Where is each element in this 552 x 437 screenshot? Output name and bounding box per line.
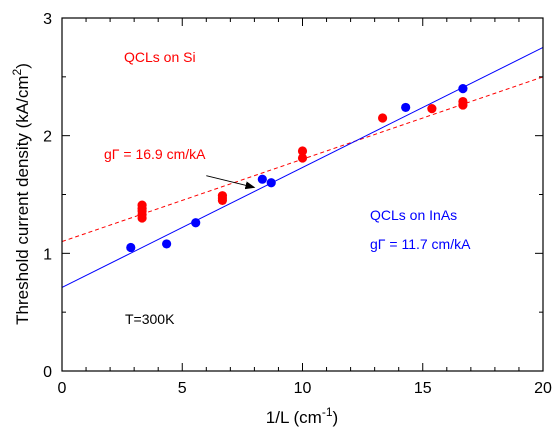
data-point-inas — [162, 239, 172, 249]
fit-label-inas: gΓ = 11.7 cm/kA — [370, 236, 471, 252]
y-axis-label: Threshold current density (kA/cm2) — [10, 63, 32, 325]
x-tick-label: 20 — [534, 380, 552, 397]
fit-label-si: gΓ = 16.9 cm/kA — [104, 146, 206, 162]
y-tick-label: 3 — [43, 11, 52, 28]
x-axis-label: 1/L (cm-1) — [266, 405, 338, 427]
axis-ticks — [61, 17, 544, 372]
x-tick-label: 0 — [58, 380, 67, 397]
data-point-si — [377, 113, 388, 123]
fit-line-inas — [61, 46, 544, 288]
data-point-inas — [266, 178, 276, 188]
data-point-si — [137, 200, 147, 210]
fit-lines — [61, 46, 544, 288]
y-tick-label: 2 — [43, 129, 52, 146]
data-point-si — [427, 104, 437, 114]
y-tick-label: 1 — [43, 246, 52, 263]
data-point-si — [458, 96, 468, 107]
x-tick-label: 10 — [294, 380, 312, 397]
data-point-si — [297, 146, 308, 156]
x-tick-labels: 0 5 10 15 20 — [58, 380, 552, 397]
data-point-si — [297, 153, 308, 163]
x-tick-label: 5 — [178, 380, 187, 397]
data-point-inas — [257, 174, 267, 184]
legend-si: QCLs on Si — [124, 49, 196, 65]
data-point-inas — [458, 84, 468, 94]
temperature-annotation: T=300K — [125, 311, 175, 327]
y-tick-labels: 0 1 2 3 — [43, 11, 52, 381]
data-point-si — [217, 191, 228, 201]
data-points — [126, 84, 468, 253]
y-tick-label: 0 — [43, 364, 52, 381]
data-point-inas — [191, 218, 201, 228]
legend-inas: QCLs on InAs — [370, 207, 457, 223]
x-tick-label: 15 — [414, 380, 432, 397]
data-point-inas — [401, 102, 411, 113]
data-point-inas — [126, 242, 136, 253]
fit-pointer-arrow — [206, 175, 256, 190]
